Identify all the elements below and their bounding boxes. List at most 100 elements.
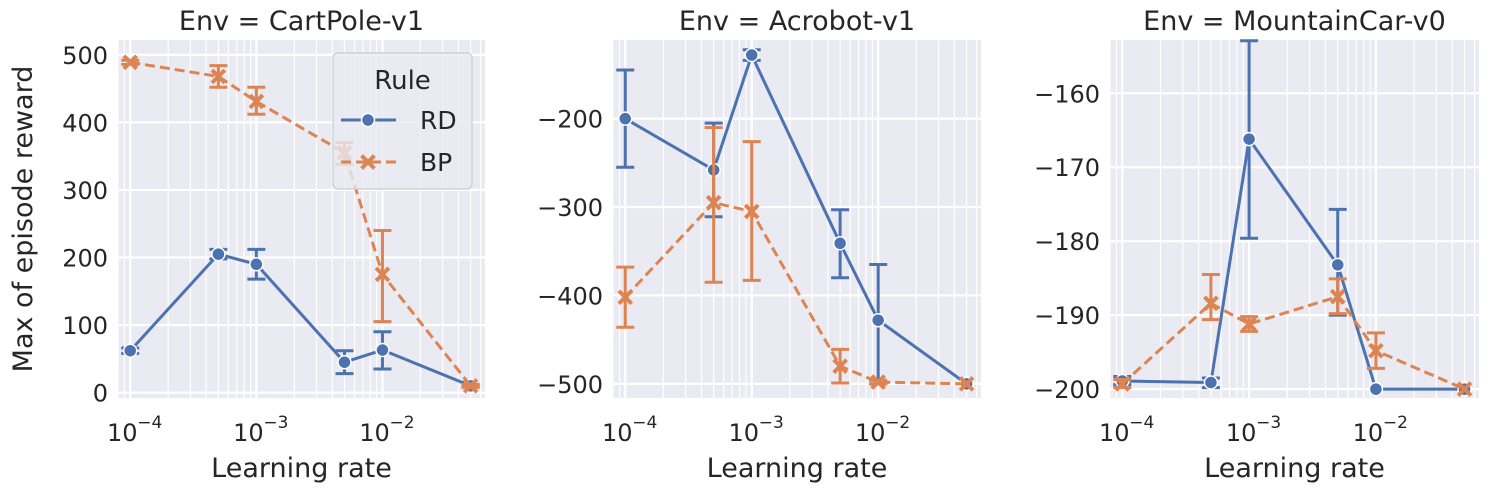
y-tick-label: −300 [537, 194, 603, 222]
legend: Rule RD BP [332, 52, 473, 190]
x-tick-exponent: −3 [1256, 413, 1281, 433]
data-point [870, 312, 886, 328]
y-tick-label: 200 [62, 245, 108, 273]
data-point [248, 93, 265, 110]
y-tick-label: −200 [537, 106, 603, 134]
data-point [122, 54, 139, 71]
series-line [129, 60, 472, 387]
legend-entry-BP: BP [341, 148, 452, 177]
x-tick-base: 10 [602, 419, 633, 447]
data-point [337, 354, 352, 370]
x-tick-base: 10 [1353, 419, 1384, 447]
legend-entry-RD: RD [341, 106, 457, 135]
series-line [129, 252, 472, 388]
data-point [870, 374, 887, 390]
data-point [1368, 381, 1384, 397]
y-tick-label: 500 [62, 42, 108, 70]
subplot-3: Env = MountainCar-v0 −160 −170 −180 −190 −200… [1034, 6, 1479, 484]
x-axis-label: Learning rate [211, 453, 392, 484]
data-point [617, 289, 634, 306]
y-tick-label: 0 [93, 380, 108, 408]
data-point [374, 266, 391, 283]
data-point [958, 376, 975, 392]
legend-marker [360, 112, 376, 128]
x-tick-base: 10 [107, 419, 138, 447]
x-tick-label: 10 −2 [359, 413, 414, 447]
subplot-title: Env = Acrobot-v1 [679, 6, 915, 37]
x-tick-exponent: −4 [1129, 413, 1154, 433]
legend-marker [360, 154, 376, 170]
x-tick-exponent: −4 [137, 413, 162, 433]
legend-label: BP [420, 148, 452, 177]
x-tick-exponent: −3 [759, 413, 784, 433]
data-point [210, 68, 227, 85]
error-bar [1201, 272, 1220, 322]
x-tick-base: 10 [1226, 419, 1257, 447]
legend-box [332, 52, 473, 190]
data-point [1368, 342, 1384, 359]
x-tick-label: 10 −4 [1099, 413, 1154, 447]
subplot-title: Env = CartPole-v1 [179, 6, 424, 37]
data-point [1241, 131, 1257, 147]
legend-title: Rule [374, 66, 431, 96]
x-tick-base: 10 [233, 419, 264, 447]
series-line [1122, 137, 1465, 391]
x-axis-label: Learning rate [707, 453, 888, 484]
gridlines [1109, 40, 1479, 398]
plot-area [613, 40, 981, 398]
data-point [1203, 295, 1219, 312]
data-point [462, 378, 479, 394]
x-tick-label: 10 −3 [728, 413, 783, 447]
x-tick-base: 10 [1099, 419, 1130, 447]
y-tick-label: −170 [1034, 154, 1100, 182]
x-tick-label: 10 −2 [1353, 413, 1408, 447]
x-tick-base: 10 [359, 419, 390, 447]
data-point [618, 111, 633, 126]
x-tick-label: 10 −4 [602, 413, 657, 447]
series-line [624, 53, 968, 386]
data-point [832, 358, 848, 375]
x-tick-exponent: −2 [885, 413, 910, 433]
x-tick-exponent: −2 [389, 413, 414, 433]
subplot-title: Env = MountainCar-v0 [1143, 6, 1446, 37]
data-point [122, 343, 138, 358]
series-BP [1113, 272, 1473, 397]
x-tick-base: 10 [855, 419, 886, 447]
data-point [1114, 376, 1131, 392]
data-point [705, 194, 722, 211]
y-axis-label: Max of episode reward [8, 66, 39, 373]
x-tick-label: 10 −3 [233, 413, 288, 447]
y-tick-label: 300 [62, 177, 108, 205]
data-point [1329, 288, 1346, 305]
series-BP [616, 126, 975, 392]
data-point [743, 203, 760, 220]
data-point [1203, 375, 1219, 390]
y-tick-label: 100 [62, 312, 108, 340]
data-point [1241, 316, 1257, 332]
y-tick-label: 400 [62, 109, 108, 137]
y-tick-label: −400 [537, 282, 603, 310]
series-line [1121, 295, 1466, 391]
x-tick-exponent: −4 [632, 413, 657, 433]
data-point [744, 47, 759, 63]
data-point [1456, 381, 1473, 397]
data-point [1330, 257, 1345, 273]
data-point [249, 257, 264, 272]
legend-label: RD [420, 106, 457, 135]
x-tick-label: 10 −3 [1226, 413, 1281, 447]
gridlines [612, 40, 981, 398]
y-tick-label: −180 [1034, 228, 1100, 256]
x-tick-base: 10 [728, 419, 759, 447]
x-tick-label: 10 −2 [855, 413, 910, 447]
x-tick-exponent: −3 [263, 413, 288, 433]
y-tick-label: −500 [537, 371, 603, 399]
data-point [211, 246, 226, 262]
x-axis-label: Learning rate [1204, 453, 1385, 484]
data-point [832, 236, 848, 251]
y-tick-label: −200 [1034, 376, 1100, 404]
series-line [624, 201, 967, 386]
y-tick-label: −190 [1034, 302, 1100, 330]
x-tick-exponent: −2 [1383, 413, 1408, 433]
